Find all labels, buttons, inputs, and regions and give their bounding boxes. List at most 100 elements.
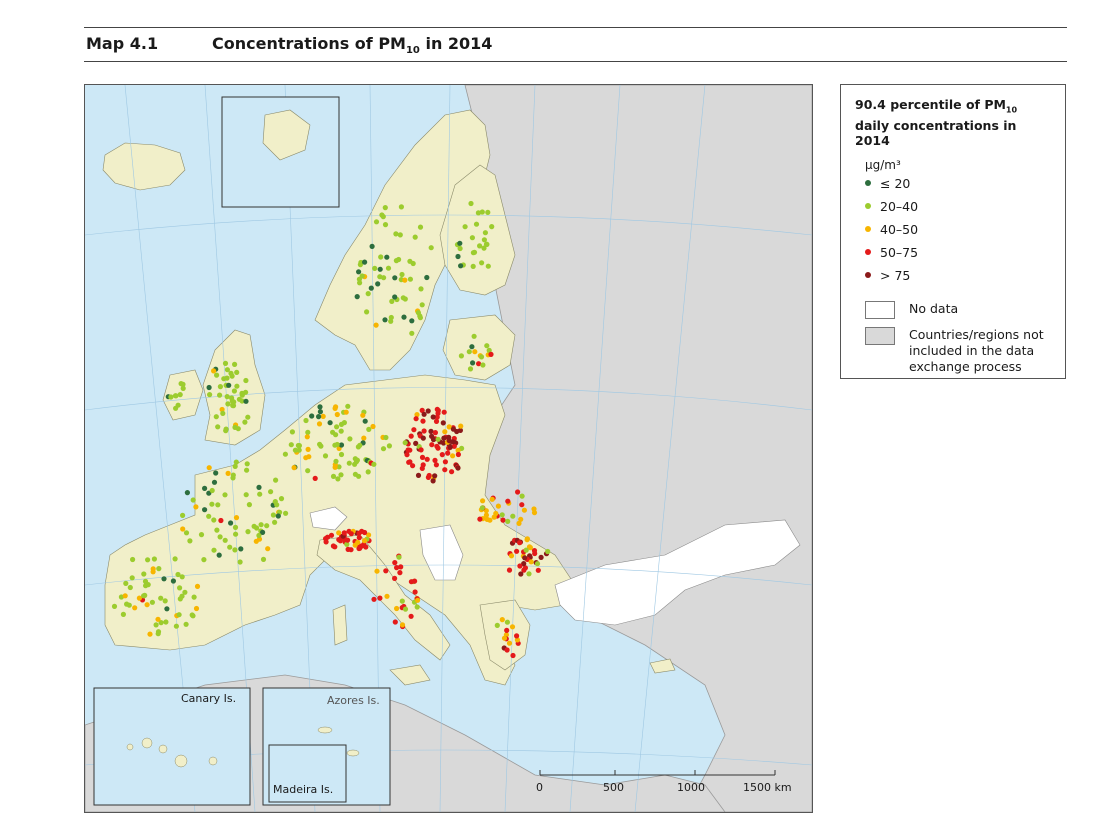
station-marker (320, 413, 326, 419)
station-marker (383, 434, 389, 441)
legend-dot-1 (865, 180, 871, 186)
station-marker (264, 523, 270, 529)
station-marker (366, 426, 372, 432)
station-marker (225, 401, 231, 407)
station-marker (193, 504, 199, 510)
station-marker (433, 462, 439, 468)
station-marker (392, 575, 398, 581)
legend-excluded: Countries/regions not included in the da… (865, 326, 1053, 375)
station-marker (177, 585, 183, 591)
station-marker (225, 470, 231, 476)
legend-no-data-swatch (865, 300, 895, 319)
station-marker (531, 506, 537, 512)
pm10-map: Canary Is. Azores Is. Madeira Is. 0 500 … (84, 84, 813, 813)
station-marker (179, 593, 185, 599)
legend-class-4: 50–75 (865, 241, 1053, 264)
legend-label-1: ≤ 20 (880, 175, 911, 191)
station-marker (476, 361, 482, 367)
station-marker (283, 510, 289, 516)
station-marker (449, 469, 455, 475)
station-marker (373, 219, 380, 225)
station-marker (235, 426, 241, 432)
station-marker (369, 243, 375, 249)
station-marker (430, 436, 437, 443)
station-marker (177, 392, 183, 398)
station-marker (417, 224, 424, 230)
station-marker (389, 298, 395, 304)
station-marker (288, 442, 294, 448)
station-marker (419, 302, 425, 308)
station-marker (356, 545, 362, 552)
station-marker (471, 249, 478, 255)
station-marker (334, 441, 340, 448)
station-marker (233, 531, 239, 537)
station-marker (475, 210, 481, 216)
land-cyprus (649, 658, 676, 674)
station-marker (488, 351, 494, 357)
station-marker (244, 461, 250, 467)
no-data-balkans (419, 524, 464, 581)
station-marker (455, 465, 461, 471)
station-marker (363, 544, 369, 550)
station-marker (489, 224, 495, 230)
station-marker (532, 550, 538, 557)
station-marker (202, 485, 208, 491)
station-marker (289, 429, 295, 435)
station-marker (372, 265, 378, 271)
station-marker (482, 230, 488, 236)
station-marker (183, 530, 190, 536)
station-marker (399, 598, 405, 604)
station-marker (384, 254, 390, 260)
station-marker (305, 429, 311, 435)
station-marker (517, 540, 523, 546)
station-marker (479, 209, 485, 215)
station-marker (383, 568, 389, 574)
station-marker (394, 605, 400, 612)
station-marker (147, 631, 153, 637)
station-marker (481, 237, 487, 243)
svalbard-inset (221, 96, 340, 208)
station-marker (336, 537, 342, 543)
station-marker (514, 633, 520, 639)
station-marker (360, 412, 366, 418)
station-marker (521, 507, 527, 513)
station-marker (198, 532, 205, 538)
station-marker (193, 605, 200, 612)
legend-label-3: 40–50 (880, 221, 919, 237)
station-marker (211, 479, 218, 485)
legend-title-a: 90.4 percentile of PM (855, 97, 1006, 112)
station-marker (170, 578, 176, 584)
station-marker (457, 240, 463, 246)
station-marker (473, 221, 480, 227)
station-marker (230, 472, 236, 478)
station-marker (515, 489, 521, 495)
map-title-sub: 10 (405, 45, 420, 57)
station-marker (380, 446, 387, 452)
station-marker (327, 420, 333, 426)
station-marker (430, 414, 436, 420)
station-marker (223, 428, 229, 434)
station-marker (440, 420, 446, 426)
station-marker (495, 503, 501, 509)
station-marker (522, 555, 528, 561)
station-marker (183, 621, 189, 627)
station-marker (330, 473, 337, 479)
station-marker (442, 429, 448, 435)
station-marker (156, 566, 162, 572)
station-marker (243, 377, 249, 384)
station-marker (397, 232, 403, 238)
station-marker (141, 571, 147, 577)
station-marker (402, 440, 408, 446)
station-marker (111, 603, 118, 610)
station-marker (365, 469, 371, 475)
station-marker (214, 372, 220, 378)
station-marker (265, 546, 271, 552)
station-marker (442, 459, 448, 465)
station-marker (545, 548, 551, 555)
station-marker (386, 443, 392, 449)
station-marker (428, 428, 434, 434)
station-marker (484, 241, 490, 247)
station-marker (384, 593, 390, 599)
station-marker (211, 547, 217, 553)
land-sardinia (332, 604, 348, 646)
